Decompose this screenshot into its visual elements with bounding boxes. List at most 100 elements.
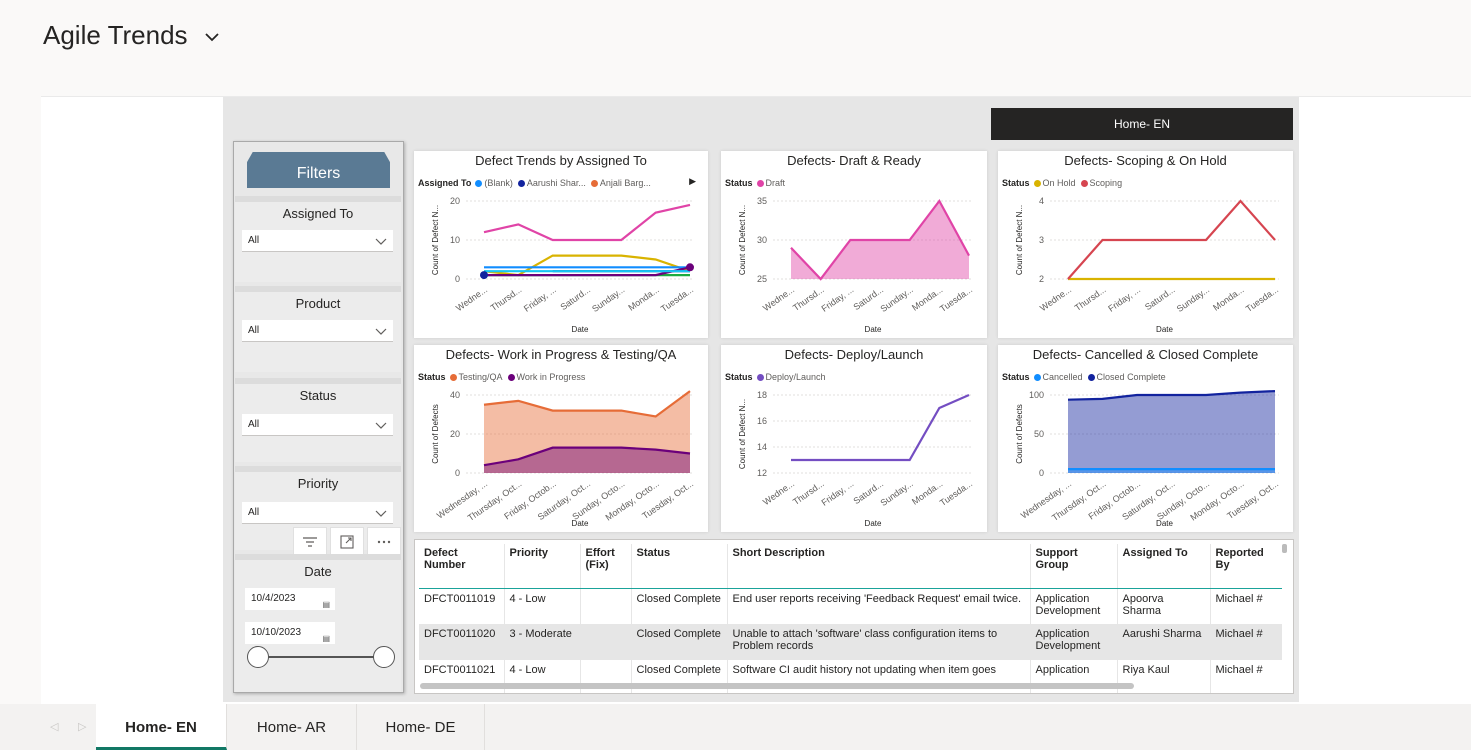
product-dropdown[interactable]: All: [242, 320, 393, 342]
calendar-icon[interactable]: ▤: [322, 600, 330, 609]
focus-mode-icon[interactable]: [330, 527, 364, 557]
filter-lines-icon: [303, 537, 317, 547]
horizontal-scrollbar[interactable]: [420, 683, 1134, 689]
page-tab[interactable]: Home- AR: [227, 704, 357, 750]
next-page-icon[interactable]: ▷: [78, 720, 87, 733]
column-header[interactable]: Short Description: [726, 544, 1030, 589]
ellipsis-icon: [377, 540, 391, 544]
chart-legend: Assigned To (Blank) Aarushi Shar... Anjali …: [418, 178, 656, 188]
y-tick-label: 10: [450, 235, 460, 245]
column-header[interactable]: Priority: [503, 544, 580, 589]
date-range-slider-track[interactable]: [257, 656, 385, 658]
filter-icon[interactable]: [293, 527, 327, 557]
more-options-icon[interactable]: [367, 527, 401, 557]
calendar-icon[interactable]: ▤: [322, 634, 330, 643]
legend-item[interactable]: Testing/QA: [449, 372, 503, 382]
defects-table-card[interactable]: Defect Number Priority Effort (Fix) Status Sho…: [414, 539, 1294, 694]
legend-item[interactable]: (Blank): [475, 178, 513, 188]
legend-label: Draft: [765, 178, 786, 188]
chart-title: Defects- Work in Progress & Testing/QA: [445, 347, 677, 362]
legend-marker: [756, 374, 764, 381]
x-tick-label: Sunday...: [1175, 284, 1211, 314]
end-date-input[interactable]: 10/10/2023 ▤: [245, 622, 335, 644]
series-line[interactable]: [1067, 199, 1276, 280]
chart-card[interactable]: Defect Trends by Assigned To Assigned To…: [414, 151, 708, 338]
slicer-title: Date: [304, 564, 332, 579]
legend-next-icon[interactable]: ▶: [689, 177, 696, 187]
legend-marker: [1087, 374, 1095, 381]
chart-card[interactable]: Defects- Cancelled & Closed Complete Sta…: [998, 345, 1293, 532]
date-slider-start-handle[interactable]: [247, 646, 269, 668]
chevron-down-icon: [375, 238, 387, 245]
legend-item[interactable]: Cancelled: [1033, 372, 1083, 382]
chart-svg: 0 10 20 Count of Defect N... Wedne... Thursd.…: [431, 196, 695, 334]
legend-item[interactable]: Draft: [756, 178, 786, 188]
table-row[interactable]: DFCT0011019 4 - Low Closed Complete End use…: [419, 588, 1282, 624]
legend-item[interactable]: Aarushi Shar...: [517, 178, 586, 188]
data-point[interactable]: [686, 263, 694, 272]
series-line[interactable]: [483, 203, 691, 242]
table-body: DFCT0011019 4 - Low Closed Complete End use…: [419, 588, 1282, 693]
column-header[interactable]: Effort (Fix): [579, 544, 631, 589]
column-header[interactable]: Support Group: [1029, 544, 1117, 589]
series-area[interactable]: [1068, 391, 1275, 473]
column-header[interactable]: Assigned To: [1116, 544, 1210, 589]
y-tick-label: 20: [450, 429, 460, 439]
legend-item[interactable]: Scoping: [1080, 178, 1122, 188]
y-tick-label: 100: [1029, 390, 1044, 400]
series-line[interactable]: [484, 266, 691, 277]
vertical-scrollbar[interactable]: [1282, 544, 1287, 553]
legend-marker: [507, 374, 515, 381]
legend-item[interactable]: Closed Complete: [1087, 372, 1166, 382]
chart-card[interactable]: Defects- Scoping & On Hold Status On Hold…: [998, 151, 1293, 338]
assigned-to-dropdown[interactable]: All: [242, 230, 393, 252]
legend-marker: [449, 374, 457, 381]
column-header[interactable]: Defect Number: [419, 544, 504, 589]
priority-dropdown[interactable]: All: [242, 502, 393, 524]
chart-card[interactable]: Defects- Draft & Ready Status Draft 25 30 3…: [721, 151, 987, 338]
table-cell: Michael #: [1209, 660, 1282, 693]
home-en-button[interactable]: Home- EN: [991, 108, 1293, 140]
chart-card[interactable]: Defects- Deploy/Launch Status Deploy/Laun…: [721, 345, 987, 532]
y-tick-label: 20: [450, 196, 460, 206]
start-date-input[interactable]: 10/4/2023 ▤: [245, 588, 335, 610]
y-tick-label: 0: [1039, 468, 1044, 478]
chevron-down-icon[interactable]: [203, 30, 221, 44]
prev-page-icon[interactable]: ◁: [50, 720, 59, 733]
data-point[interactable]: [480, 271, 488, 280]
table-row[interactable]: DFCT0011020 3 - Moderate Closed Complete Un…: [419, 624, 1282, 660]
page-tab[interactable]: Home- EN: [96, 704, 227, 750]
chart-title: Defects- Draft & Ready: [787, 153, 921, 168]
series-line[interactable]: [1067, 390, 1276, 401]
chart-card[interactable]: Defects- Work in Progress & Testing/QA S…: [414, 345, 708, 532]
y-tick-label: 18: [757, 390, 767, 400]
legend-label: (Blank): [484, 178, 513, 188]
series-line[interactable]: [791, 393, 970, 462]
legend-item[interactable]: Deploy/Launch: [756, 372, 826, 382]
series-line[interactable]: [483, 446, 691, 467]
legend-label: On Hold: [1042, 178, 1076, 188]
series-line[interactable]: [790, 198, 970, 281]
report-title[interactable]: Agile Trends: [43, 20, 188, 50]
legend-title: Status: [418, 372, 446, 382]
chart-title: Defects- Cancelled & Closed Complete: [1032, 347, 1259, 362]
legend-marker: [1033, 374, 1041, 381]
chevron-down-icon: [375, 422, 387, 429]
series-line[interactable]: [483, 390, 691, 418]
x-tick-label: Wedne...: [454, 284, 489, 313]
start-date-value: 10/4/2023: [251, 593, 296, 604]
page-tab[interactable]: Home- DE: [357, 704, 485, 750]
dropdown-value: All: [248, 419, 260, 430]
legend-item[interactable]: Work in Progress: [507, 372, 585, 382]
slicer-product: Product All: [235, 286, 401, 372]
x-tick-label: Thursd...: [1073, 284, 1108, 313]
status-dropdown[interactable]: All: [242, 414, 393, 436]
date-slider-end-handle[interactable]: [373, 646, 395, 668]
table-cell: DFCT0011019: [424, 592, 496, 605]
legend-item[interactable]: On Hold: [1033, 178, 1076, 188]
legend-item[interactable]: Anjali Barg...: [590, 178, 651, 188]
column-header[interactable]: Status: [630, 544, 727, 589]
column-header[interactable]: Reported By: [1209, 544, 1282, 589]
x-tick-label: Friday, ...: [820, 284, 856, 313]
x-tick-label: Friday, ...: [1106, 284, 1142, 313]
